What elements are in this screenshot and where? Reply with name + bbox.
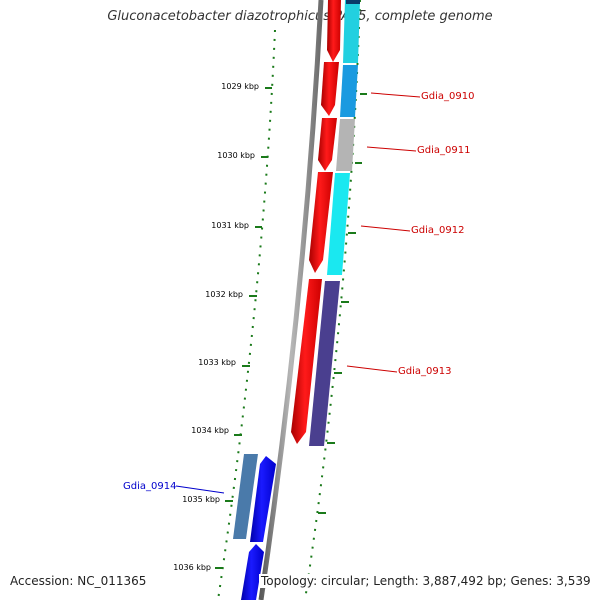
right-tick-marks bbox=[318, 93, 367, 514]
map-title: Gluconacetobacter diazotrophicus PAI 5, … bbox=[107, 9, 493, 24]
forward-genes bbox=[291, 0, 341, 444]
tick-label-1033: 1033 kbp bbox=[198, 358, 236, 367]
topology-label: Topology: circular; Length: 3,887,492 bp… bbox=[259, 574, 593, 588]
gene-label-gdia-0911[interactable]: Gdia_0911 bbox=[417, 145, 470, 156]
tick-label-1031: 1031 kbp bbox=[211, 221, 249, 230]
reverse-genes bbox=[241, 456, 276, 600]
tick-label-1035: 1035 kbp bbox=[182, 495, 220, 504]
feature-block-dark-top bbox=[346, 0, 360, 4]
gene-label-gdia-0914[interactable]: Gdia_0914 bbox=[123, 481, 176, 492]
gene-arrow-red-3 bbox=[318, 118, 337, 171]
gene-arrow-blue-1 bbox=[250, 456, 276, 542]
feature-block-cyan bbox=[327, 173, 350, 275]
gene-arrow-red-5 bbox=[291, 279, 322, 444]
tick-label-1030: 1030 kbp bbox=[217, 151, 255, 160]
gene-label-gdia-0910[interactable]: Gdia_0910 bbox=[421, 91, 474, 102]
scale-labels: 1029 kbp 1030 kbp 1031 kbp 1032 kbp 1033… bbox=[173, 82, 259, 572]
tick-label-1029: 1029 kbp bbox=[221, 82, 259, 91]
feature-block-purple bbox=[309, 281, 340, 446]
scale-ticks bbox=[215, 87, 272, 569]
gene-label-gdia-0912[interactable]: Gdia_0912 bbox=[411, 225, 464, 236]
tick-label-1032: 1032 kbp bbox=[205, 290, 243, 299]
feature-block-gray bbox=[336, 119, 355, 171]
feature-ring bbox=[233, 0, 360, 539]
gene-label-leaders bbox=[175, 92, 421, 494]
feature-block-steel-blue bbox=[233, 454, 258, 539]
gene-label-gdia-0913[interactable]: Gdia_0913 bbox=[398, 366, 451, 377]
gene-arrow-red-2 bbox=[321, 62, 339, 116]
genome-backbone bbox=[258, 0, 324, 600]
gene-arrow-blue-2 bbox=[241, 544, 264, 600]
gene-arrow-red-1 bbox=[327, 0, 341, 62]
feature-block-cyan-top bbox=[343, 0, 360, 63]
feature-block-blue bbox=[340, 65, 358, 117]
tick-label-1036: 1036 kbp bbox=[173, 563, 211, 572]
accession-label: Accession: NC_011365 bbox=[8, 574, 149, 588]
tick-label-1034: 1034 kbp bbox=[191, 426, 229, 435]
gene-arrow-red-4 bbox=[309, 172, 333, 273]
